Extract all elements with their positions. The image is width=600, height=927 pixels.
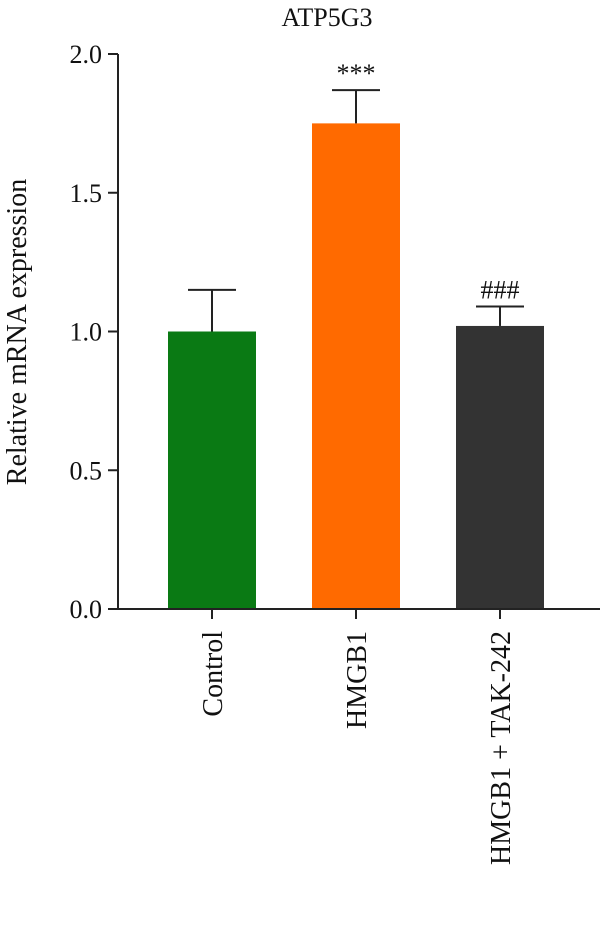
y-tick-label: 0.5 [70,456,103,485]
y-tick-label: 0.0 [70,595,103,624]
bar [456,325,544,609]
x-axis [118,608,600,619]
y-tick-label: 1.0 [70,318,103,347]
y-tick-label: 1.5 [70,179,103,208]
y-axis-label: Relative mRNA expression [2,179,33,485]
bars [168,123,544,609]
y-tick-label: 2.0 [70,40,103,69]
category-label: HMGB1 [342,631,373,729]
error-bars [188,89,524,332]
category-label: Control [198,631,229,717]
chart-title: ATP5G3 [281,3,372,32]
significance-label: *** [337,59,376,88]
significance-markers: *** ### [337,59,520,304]
bar [168,331,256,609]
y-axis: 0.0 0.5 1.0 1.5 2.0 [70,40,119,624]
category-labels: Control HMGB1 HMGB1 + TAK-242 [198,631,517,865]
significance-label: ### [481,276,520,305]
category-label: HMGB1 + TAK-242 [486,631,517,865]
bar [312,123,400,609]
